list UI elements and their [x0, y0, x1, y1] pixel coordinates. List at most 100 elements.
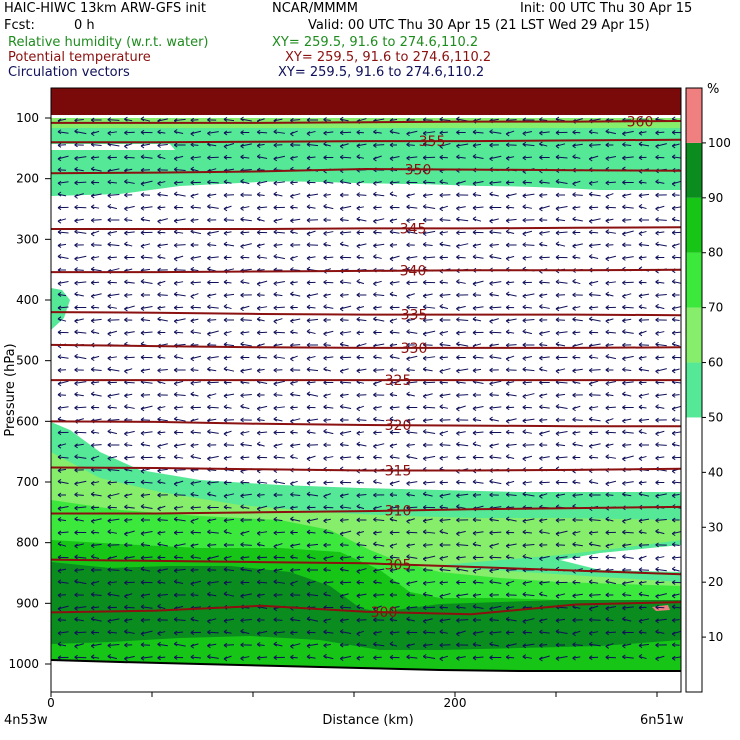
vector-arrow [373, 193, 385, 197]
vector-arrow [472, 418, 482, 422]
vector-head [389, 641, 394, 647]
vector-head [90, 280, 95, 286]
vector-head [422, 654, 427, 659]
vector-head [223, 130, 228, 136]
vector-arrow [340, 618, 349, 622]
vector-arrow [157, 243, 168, 247]
vector-head [157, 143, 161, 148]
vector-head [273, 367, 278, 373]
vector-head [456, 655, 460, 661]
vector-head [406, 256, 410, 261]
vector-head [190, 180, 195, 186]
rh-fill-50-mid-left [51, 288, 70, 330]
vector-head [671, 143, 676, 149]
vector-arrow [356, 419, 367, 421]
vector-arrow [472, 306, 484, 309]
vector-head [505, 391, 510, 397]
vector-head [157, 593, 161, 598]
vector-head [373, 243, 377, 249]
vector-head [472, 316, 477, 322]
vector-head [638, 542, 643, 548]
vector-arrow [207, 656, 219, 659]
vector-arrow [273, 456, 285, 459]
vector-head [273, 641, 278, 647]
vector-arrow [240, 256, 250, 259]
vector-head [74, 367, 78, 373]
vector-arrow [174, 443, 186, 447]
vector-head [323, 456, 327, 461]
vector-arrow [340, 568, 349, 572]
vector-head [588, 454, 593, 460]
vector-head [373, 229, 377, 235]
vector-head [456, 205, 460, 211]
vector-head [339, 504, 344, 510]
vector-head [605, 156, 610, 161]
vector-head [90, 266, 95, 272]
vector-arrow [622, 355, 634, 360]
vector-head [190, 554, 195, 560]
field-xy-theta: XY= 259.5, 91.6 to 274.6,110.2 [285, 50, 492, 65]
vector-arrow [57, 243, 67, 247]
vector-head [638, 618, 643, 624]
vector-head [240, 306, 244, 312]
vector-arrow [506, 493, 517, 497]
vector-head [290, 568, 294, 573]
vector-head [572, 143, 576, 149]
vector-head [107, 518, 112, 524]
vector-arrow [622, 481, 634, 484]
vector-head [323, 193, 327, 198]
vector-head [572, 230, 576, 235]
vector-head [339, 341, 344, 347]
vector-head [605, 229, 610, 235]
vector-arrow [306, 444, 319, 446]
vector-head [456, 216, 460, 222]
vector-head [90, 329, 95, 334]
vector-arrow [605, 281, 616, 284]
vector-head [290, 256, 294, 262]
vector-head [173, 429, 178, 435]
vector-arrow [190, 355, 202, 360]
vector-head [356, 230, 361, 236]
vector-arrow [439, 518, 451, 522]
vector-head [373, 381, 377, 387]
vector-arrow [107, 356, 117, 359]
vector-head [489, 405, 493, 411]
vector-head [373, 191, 377, 197]
vector-arrow [605, 494, 614, 496]
vector-head [522, 366, 527, 372]
vector-arrow [605, 456, 616, 459]
vector-head [190, 643, 195, 649]
vector-arrow [140, 530, 153, 535]
vector-arrow [257, 531, 268, 534]
vector-arrow [174, 568, 186, 572]
vector-head [207, 567, 211, 573]
vector-head [90, 304, 95, 310]
vector-arrow [373, 294, 385, 296]
vector-arrow [423, 518, 433, 522]
vector-head [588, 430, 593, 436]
vector-head [539, 493, 543, 499]
vector-arrow [489, 118, 499, 122]
vector-arrow [174, 393, 186, 397]
vector-head [339, 618, 344, 624]
vector-arrow [74, 480, 87, 485]
vector-head [356, 441, 361, 447]
vector-arrow [373, 406, 382, 409]
vector-arrow [489, 631, 502, 634]
vector-head [522, 293, 527, 299]
vector-head [505, 229, 510, 234]
vector-head [439, 431, 444, 437]
vector-arrow [506, 543, 517, 547]
vector-head [306, 518, 311, 524]
vector-head [406, 204, 410, 210]
vector-head [671, 441, 676, 447]
vector-arrow [489, 556, 502, 559]
vector-head [339, 442, 344, 447]
vector-head [456, 504, 460, 509]
vector-head [422, 529, 427, 535]
vector-head [539, 455, 543, 461]
vector-head [74, 305, 78, 310]
vector-arrow [638, 243, 650, 247]
vector-arrow [489, 281, 502, 284]
vector-head [422, 456, 427, 462]
